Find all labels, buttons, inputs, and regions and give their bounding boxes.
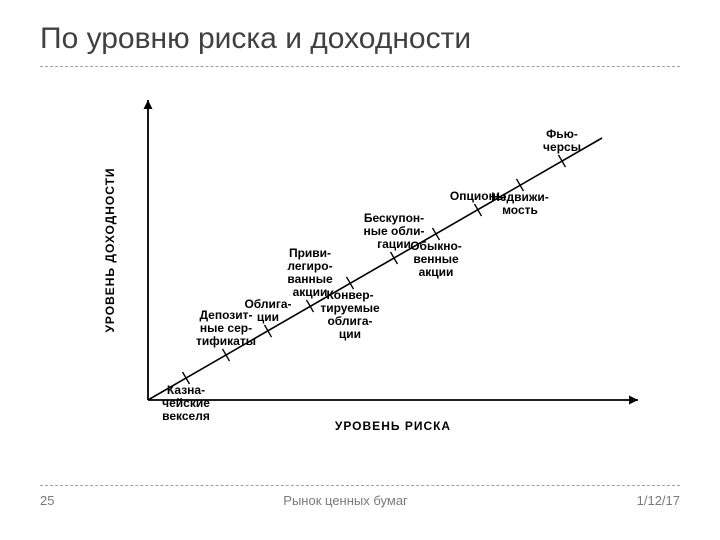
svg-text:Приви-: Приви- (289, 246, 331, 260)
svg-text:ные сер-: ные сер- (200, 321, 252, 335)
svg-text:облига-: облига- (327, 314, 372, 328)
svg-text:Недвижи-: Недвижи- (491, 190, 549, 204)
footer-date: 1/12/17 (637, 493, 680, 508)
svg-text:Конвер-: Конвер- (326, 288, 373, 302)
svg-text:ные обли-: ные обли- (364, 224, 425, 238)
svg-text:тификаты: тификаты (196, 334, 256, 348)
footer-center: Рынок ценных бумаг (283, 493, 408, 508)
svg-text:акции: акции (293, 285, 328, 299)
svg-text:ции: ции (257, 310, 279, 324)
page-number: 25 (40, 493, 54, 508)
svg-text:мость: мость (502, 203, 538, 217)
svg-text:легиро-: легиро- (287, 259, 332, 273)
svg-text:Фью-: Фью- (546, 127, 578, 141)
risk-return-chart: УРОВЕНЬ РИСКА УРОВЕНЬ ДОХОДНОСТИ Казна-чей… (88, 80, 648, 450)
title-divider (40, 66, 680, 67)
svg-text:Казна-: Казна- (167, 383, 205, 397)
svg-text:венные: венные (413, 252, 459, 266)
svg-text:черсы: черсы (543, 140, 581, 154)
footer-divider (40, 485, 680, 486)
slide-title: По уровню риска и доходности (40, 22, 471, 56)
svg-text:Обыкно-: Обыкно- (410, 239, 462, 253)
svg-text:УРОВЕНЬ РИСКА: УРОВЕНЬ РИСКА (335, 419, 451, 433)
svg-text:УРОВЕНЬ ДОХОДНОСТИ: УРОВЕНЬ ДОХОДНОСТИ (103, 167, 117, 332)
svg-text:Бескупон-: Бескупон- (364, 211, 424, 225)
svg-text:чейские: чейские (162, 396, 210, 410)
svg-text:Облига-: Облига- (244, 297, 291, 311)
chart-svg: УРОВЕНЬ РИСКА УРОВЕНЬ ДОХОДНОСТИ Казна-чей… (88, 80, 648, 450)
svg-text:акции: акции (419, 265, 454, 279)
footer: 25 Рынок ценных бумаг 1/12/17 (40, 493, 680, 508)
svg-text:ванные: ванные (287, 272, 333, 286)
svg-text:тируемые: тируемые (320, 301, 380, 315)
svg-text:ции: ции (339, 327, 361, 341)
svg-text:векселя: векселя (162, 409, 210, 423)
svg-text:гации: гации (377, 237, 411, 251)
